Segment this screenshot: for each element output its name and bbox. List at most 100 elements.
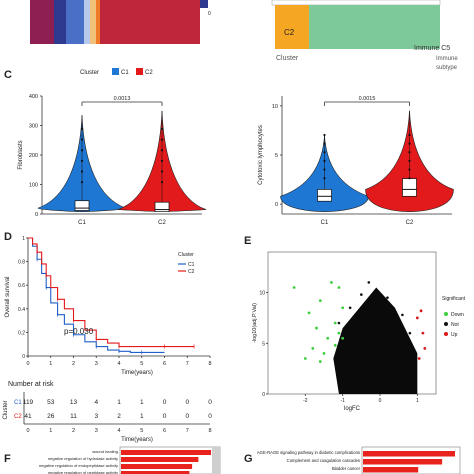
x-tick-label: 6 xyxy=(163,361,166,367)
box xyxy=(402,178,417,197)
x-axis-label: Time(years) xyxy=(121,370,153,376)
violin-plot: 0 100 200 300 400 Fibroblasts C1 C2 0.0013 xyxy=(18,94,207,226)
y-tick-label: 200 xyxy=(29,153,38,159)
risk-value: 0 xyxy=(163,413,167,420)
y-tick-label: 0.8 xyxy=(18,260,25,266)
x-tick-label: C2 xyxy=(158,220,166,226)
y-tick-label: 400 xyxy=(29,94,38,100)
legend-label: C1 xyxy=(121,70,129,76)
risk-y-label: Cluster xyxy=(3,400,9,419)
point-down xyxy=(341,336,345,340)
survival-curve-c2 xyxy=(28,237,195,348)
risk-value: 53 xyxy=(47,399,55,406)
risk-x-tick: 6 xyxy=(163,428,166,434)
risk-x-tick: 7 xyxy=(186,428,189,434)
risk-value: 0 xyxy=(185,413,189,420)
outlier-point xyxy=(80,149,84,152)
bar xyxy=(121,464,193,469)
point-up xyxy=(415,316,419,320)
outlier-point xyxy=(323,177,326,180)
x-tick-label: 0 xyxy=(26,361,29,367)
y-tick-label: 0.2 xyxy=(18,330,25,336)
y-tick-label: 0 xyxy=(22,354,25,360)
point-up xyxy=(423,346,427,350)
y-axis-label: Cytotoxic lymphocytes xyxy=(258,125,264,185)
box xyxy=(74,200,90,211)
legend-swatch xyxy=(112,68,119,75)
risk-value: 11 xyxy=(70,413,77,420)
point-not xyxy=(360,293,363,296)
legend-dot-down xyxy=(444,312,448,316)
point-down xyxy=(307,311,311,315)
point-up xyxy=(419,309,423,313)
risk-value: 41 xyxy=(24,413,32,420)
y-tick-label: 5 xyxy=(262,341,265,347)
outlier-point xyxy=(408,177,411,180)
x-tick-label: C1 xyxy=(78,220,86,226)
y-tick-label: 5 xyxy=(275,153,278,159)
heatmap-strip-block xyxy=(30,0,54,44)
y-tick-label: 0 xyxy=(275,202,278,208)
point-down xyxy=(333,321,337,325)
panel-label-f: F xyxy=(4,453,11,465)
risk-value: 0 xyxy=(163,399,167,406)
point-not xyxy=(408,331,412,335)
outlier-point xyxy=(408,168,411,171)
outlier-point xyxy=(80,127,84,131)
risk-value: 119 xyxy=(23,399,34,406)
p-value-label: 0.0013 xyxy=(114,96,131,102)
legend-title: Cluster xyxy=(80,70,99,76)
y-tick-label: 300 xyxy=(29,124,38,130)
legend-label: Down xyxy=(451,312,464,318)
point-up xyxy=(417,357,421,360)
risk-value: 13 xyxy=(70,399,78,406)
y-axis-label: Fibroblasts xyxy=(18,140,24,169)
point-down xyxy=(337,286,341,289)
outlier-point xyxy=(323,168,326,171)
y-tick-label: 100 xyxy=(29,183,38,189)
risk-x-tick: 8 xyxy=(208,428,211,434)
point-up xyxy=(421,331,425,335)
box xyxy=(154,201,170,212)
bar xyxy=(363,467,419,473)
panel-e: E 0 5 10 -2 -1 0 1 -log10(adj.P.Val) logFC Signifi… xyxy=(244,235,466,412)
panel-g: G AGE-RAGE signaling pathway in diabetic … xyxy=(244,446,461,474)
point-down xyxy=(318,299,322,303)
heatmap-strip-block xyxy=(66,0,84,44)
outlier-point xyxy=(408,151,411,154)
legend-label: Up xyxy=(451,332,458,338)
outlier-point xyxy=(160,170,164,173)
point-down xyxy=(318,360,322,363)
not-significant-cloud xyxy=(333,287,418,394)
immune-sub1: Immune xyxy=(436,56,458,62)
x-tick-label: C1 xyxy=(321,220,329,226)
point-down xyxy=(333,343,337,347)
bar xyxy=(121,450,211,455)
y-tick-label: 0.6 xyxy=(18,283,25,289)
bar-label: AGE-RAGE signaling pathway in diabetic c… xyxy=(257,450,360,455)
risk-value: 3 xyxy=(94,413,98,420)
bar xyxy=(363,459,443,465)
point-down xyxy=(341,306,345,310)
y-axis-label: Overall survival xyxy=(5,276,11,317)
box xyxy=(317,189,332,202)
immune-sub2: subtype xyxy=(436,65,458,71)
p-value-label: p=0.030 xyxy=(64,327,94,336)
y-tick-label: 10 xyxy=(272,104,278,110)
outlier-point xyxy=(80,181,84,184)
risk-value: 26 xyxy=(47,413,55,420)
risk-x-tick: 1 xyxy=(49,428,52,434)
bar xyxy=(121,457,199,462)
immune-caption: Immune C5 xyxy=(414,45,450,52)
legend-label: C2 xyxy=(145,70,153,76)
color-scale xyxy=(212,447,220,474)
y-tick-label: 0 xyxy=(262,392,265,398)
bar xyxy=(121,471,190,474)
violin-plot: 0 5 10 Cytotoxic lymphocytes C1 C2 0.0015 xyxy=(258,96,454,226)
legend-dot-not xyxy=(444,322,448,326)
cluster-block xyxy=(275,5,309,49)
immune-block xyxy=(309,5,440,49)
risk-value: 4 xyxy=(94,399,98,406)
outlier-point xyxy=(323,159,326,162)
